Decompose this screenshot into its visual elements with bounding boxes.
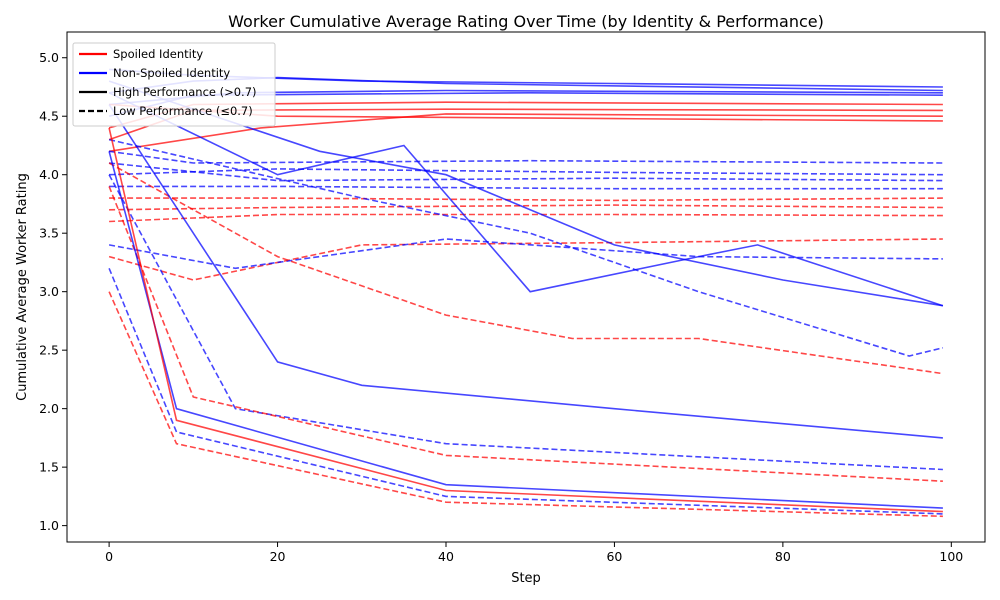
legend-label-1: Non-Spoiled Identity bbox=[113, 66, 230, 80]
axis-ticks: 0 20 40 60 80 100 1.0 1.5 2.0 2.5 3.0 3.5 4.0 4.5 5.0 bbox=[39, 50, 963, 564]
y-tick-label-0: 1.0 bbox=[39, 518, 59, 533]
legend-label-2: High Performance (>0.7) bbox=[113, 85, 257, 99]
x-axis-title: Step bbox=[511, 571, 541, 586]
series-line-10 bbox=[109, 162, 943, 182]
series-line-11 bbox=[109, 185, 943, 190]
series-line-24 bbox=[108, 151, 943, 509]
series-line-20 bbox=[108, 162, 944, 375]
y-tick-label-8: 5.0 bbox=[39, 50, 59, 65]
series-line-16 bbox=[108, 238, 943, 270]
y-tick-label-5: 3.5 bbox=[39, 226, 59, 241]
y-tick-label-6: 4.0 bbox=[39, 167, 59, 182]
x-tick-label-0: 0 bbox=[105, 549, 113, 564]
series-line-23 bbox=[108, 186, 943, 482]
x-tick-label-3: 60 bbox=[606, 549, 622, 564]
y-axis-title: Cumulative Average Worker Rating bbox=[15, 173, 30, 401]
x-tick-label-4: 80 bbox=[775, 549, 791, 564]
series-line-19 bbox=[108, 138, 944, 357]
series-line-9 bbox=[109, 168, 943, 176]
series-line-21 bbox=[108, 104, 943, 439]
y-tick-label-1: 1.5 bbox=[39, 460, 59, 475]
series-line-18 bbox=[108, 92, 944, 307]
series-line-26 bbox=[108, 291, 943, 518]
series-line-27 bbox=[108, 267, 943, 515]
series-line-8 bbox=[108, 150, 943, 164]
x-tick-label-5: 100 bbox=[939, 549, 963, 564]
series-line-15 bbox=[108, 238, 943, 281]
series-line-14 bbox=[109, 213, 943, 223]
y-tick-label-3: 2.5 bbox=[39, 343, 59, 358]
series-line-13 bbox=[109, 204, 943, 211]
chart-title: Worker Cumulative Average Rating Over Ti… bbox=[228, 12, 824, 31]
series-line-25 bbox=[108, 127, 943, 513]
legend-label-0: Spoiled Identity bbox=[113, 47, 203, 61]
series-line-22 bbox=[108, 174, 943, 471]
plot-frame bbox=[66, 31, 986, 543]
legend: Spoiled Identity Non-Spoiled Identity High… bbox=[72, 42, 276, 127]
series-line-12 bbox=[109, 197, 943, 202]
legend-label-3: Low Performance (≤0.7) bbox=[113, 104, 253, 118]
x-tick-label-2: 40 bbox=[438, 549, 454, 564]
y-tick-label-7: 4.5 bbox=[39, 109, 59, 124]
y-tick-label-2: 2.0 bbox=[39, 401, 59, 416]
series-line-17 bbox=[108, 80, 944, 307]
legend-box bbox=[72, 42, 276, 127]
x-tick-label-1: 20 bbox=[270, 549, 286, 564]
y-tick-label-4: 3.0 bbox=[39, 284, 59, 299]
series-line-6 bbox=[108, 113, 943, 153]
series-lines bbox=[108, 68, 944, 518]
